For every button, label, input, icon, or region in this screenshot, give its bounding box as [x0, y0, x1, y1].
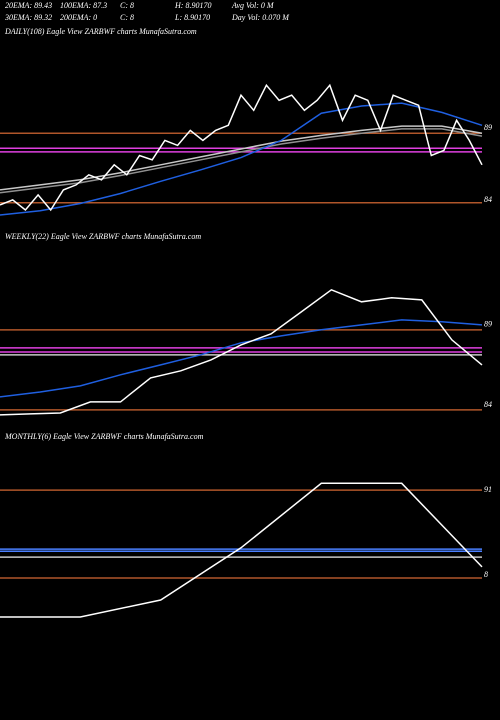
header-stat: Avg Vol: 0 M: [231, 1, 275, 10]
header-stat: 200EMA: 0: [60, 13, 97, 22]
series-line: [0, 482, 483, 618]
y-tick-label: 89: [484, 123, 492, 132]
series-line: [0, 288, 483, 416]
series-line: [0, 125, 483, 191]
y-tick-label: 84: [484, 400, 492, 409]
header-stat: 30EMA: 89.32: [4, 13, 52, 22]
series-line: [0, 102, 483, 216]
panel-title: MONTHLY(6) Eagle View ZARBWF charts Muna…: [4, 432, 204, 441]
y-tick-label: 8: [484, 570, 488, 579]
y-tick-label: 89: [484, 320, 492, 329]
header-stat: C: 8: [120, 1, 134, 10]
header-stat: 20EMA: 89.43: [5, 1, 52, 10]
y-tick-label: 91: [484, 485, 492, 494]
panel-title: WEEKLY(22) Eagle View ZARBWF charts Muna…: [5, 232, 201, 241]
series-line: [0, 83, 483, 212]
header-stat: C: 8: [120, 13, 134, 22]
y-tick-label: 84: [484, 195, 492, 204]
series-line: [0, 128, 483, 194]
header-stat: 100EMA: 87.3: [60, 1, 107, 10]
header-stat: H: 8.90170: [174, 1, 211, 10]
series-line: [0, 319, 483, 398]
header-stat: Day Vol: 0.070 M: [231, 13, 290, 22]
header-stat: L: 8.90170: [174, 13, 210, 22]
panel-title: DAILY(108) Eagle View ZARBWF charts Muna…: [4, 27, 197, 36]
